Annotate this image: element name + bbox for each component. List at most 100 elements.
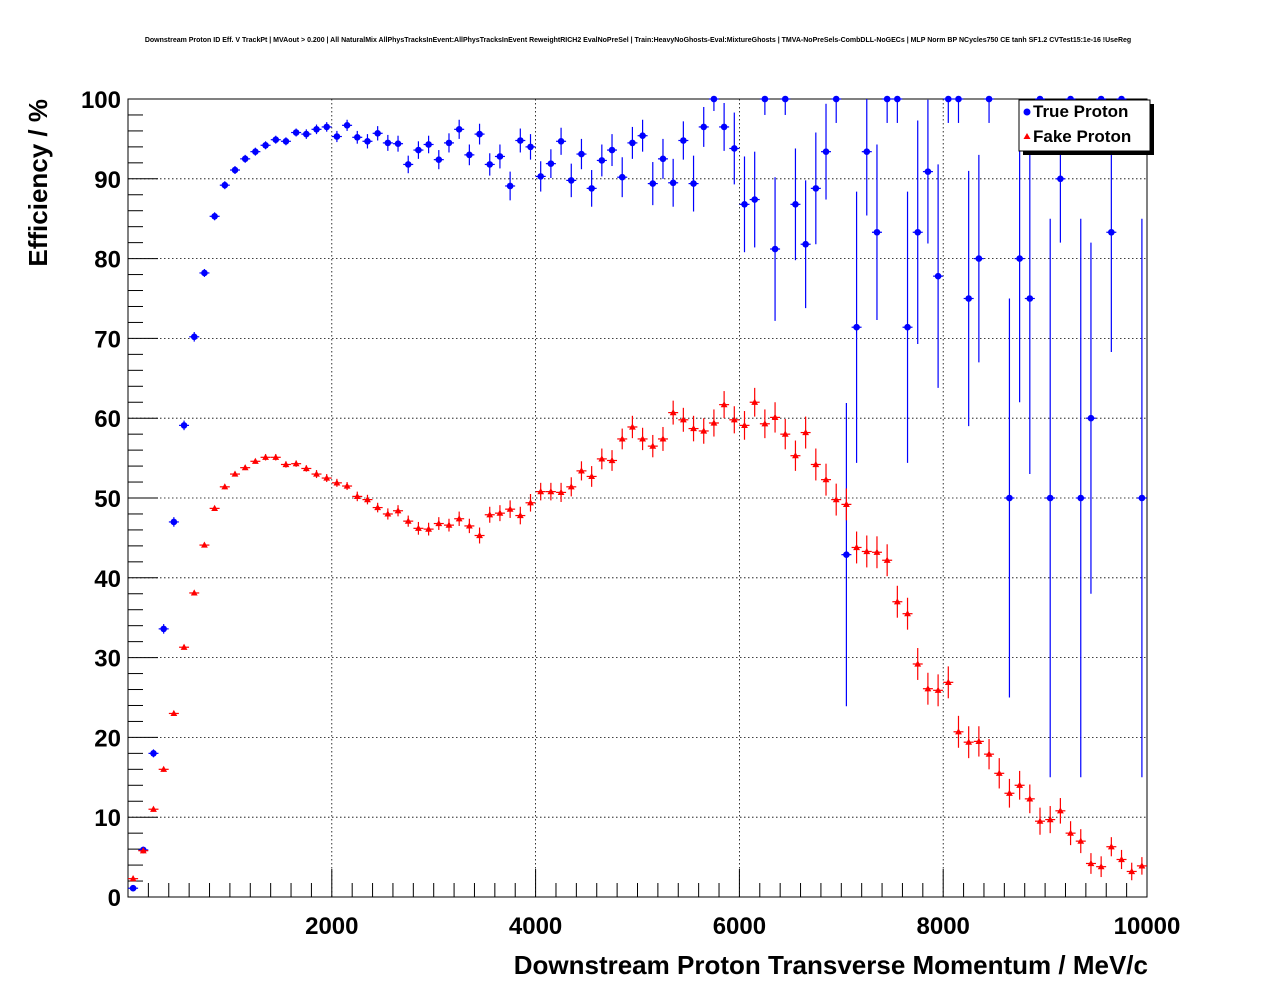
data-point (557, 137, 565, 145)
data-point (608, 456, 616, 464)
data-point (731, 145, 738, 152)
data-point (679, 416, 687, 423)
data-point (231, 470, 239, 477)
legend-marker-fake-proton (1023, 133, 1031, 139)
data-point (221, 483, 229, 490)
data-point (251, 457, 259, 464)
data-point (669, 409, 677, 416)
tick-labels: 2000 4000 6000 8000 10000 0 10 20 30 40 50 60 70 80 90… (81, 87, 1180, 940)
data-point (914, 660, 922, 667)
data-point (353, 492, 361, 500)
data-point (853, 543, 860, 551)
data-point (537, 488, 545, 495)
data-point (384, 510, 392, 517)
data-point (822, 148, 830, 155)
data-point (1026, 295, 1034, 302)
data-point (710, 95, 718, 103)
data-point (832, 495, 840, 503)
data-point (1036, 817, 1044, 824)
data-point (1026, 795, 1034, 802)
data-point (1006, 494, 1013, 502)
data-point (914, 228, 922, 236)
data-point (139, 847, 147, 854)
data-point (567, 483, 575, 490)
data-point (904, 610, 911, 617)
data-point (465, 522, 473, 529)
data-point (394, 507, 402, 514)
data-point (486, 161, 494, 168)
data-point (965, 295, 972, 302)
data-point (547, 160, 555, 167)
y-tick-label: 60 (94, 406, 121, 433)
data-point (924, 168, 932, 175)
data-point (863, 547, 871, 555)
data-point (802, 240, 809, 248)
grid-lines (128, 99, 1147, 897)
data-point (506, 182, 514, 190)
data-point (567, 177, 575, 184)
data-point (995, 769, 1003, 776)
data-point (1118, 855, 1125, 863)
data-point (842, 500, 850, 507)
data-point (262, 453, 269, 460)
data-point (404, 161, 412, 168)
x-tick-label: 2000 (305, 913, 358, 940)
data-point (985, 95, 993, 103)
data-series (128, 95, 1147, 892)
data-point (720, 401, 728, 408)
data-point (1016, 255, 1023, 262)
legend-marker-true-proton (1023, 108, 1031, 116)
data-point (323, 123, 331, 131)
data-point (792, 201, 799, 208)
data-point (129, 875, 137, 882)
data-point (720, 123, 728, 131)
series-fake-proton (128, 387, 1147, 882)
data-point (272, 136, 280, 143)
data-point (466, 151, 473, 159)
data-point (792, 452, 799, 459)
data-point (975, 255, 983, 262)
data-point (781, 430, 789, 437)
data-point (639, 132, 646, 140)
legend-label-fake-proton: Fake Proton (1033, 127, 1131, 146)
data-point (832, 95, 840, 103)
data-point (374, 130, 381, 137)
data-point (751, 398, 759, 405)
data-point (1087, 414, 1095, 422)
data-point (150, 750, 157, 757)
data-point (598, 157, 606, 164)
data-point (476, 130, 483, 138)
data-point (455, 515, 463, 522)
data-point (1056, 807, 1064, 814)
data-point (944, 678, 952, 685)
data-point (1077, 837, 1085, 844)
data-point (333, 479, 341, 486)
data-point (517, 137, 524, 144)
data-point (180, 422, 188, 429)
data-point (282, 137, 290, 145)
data-point (1128, 867, 1136, 875)
data-point (364, 137, 371, 145)
data-point (618, 173, 626, 181)
data-point (292, 460, 300, 467)
data-point (445, 139, 453, 147)
data-point (476, 531, 483, 539)
data-point (1046, 815, 1054, 823)
data-point (455, 126, 463, 133)
data-point (303, 130, 310, 138)
data-point (150, 805, 157, 812)
data-point (262, 141, 269, 149)
data-point (690, 180, 697, 187)
data-point (313, 126, 320, 133)
data-point (516, 511, 524, 519)
data-point (578, 467, 585, 474)
data-point (190, 333, 198, 341)
x-tick-label: 6000 (713, 913, 766, 940)
data-point (700, 427, 708, 434)
data-point (1087, 859, 1095, 867)
data-point (170, 518, 178, 526)
legend: True Proton Fake Proton (1018, 99, 1154, 155)
data-point (241, 464, 249, 471)
data-point (883, 556, 891, 563)
